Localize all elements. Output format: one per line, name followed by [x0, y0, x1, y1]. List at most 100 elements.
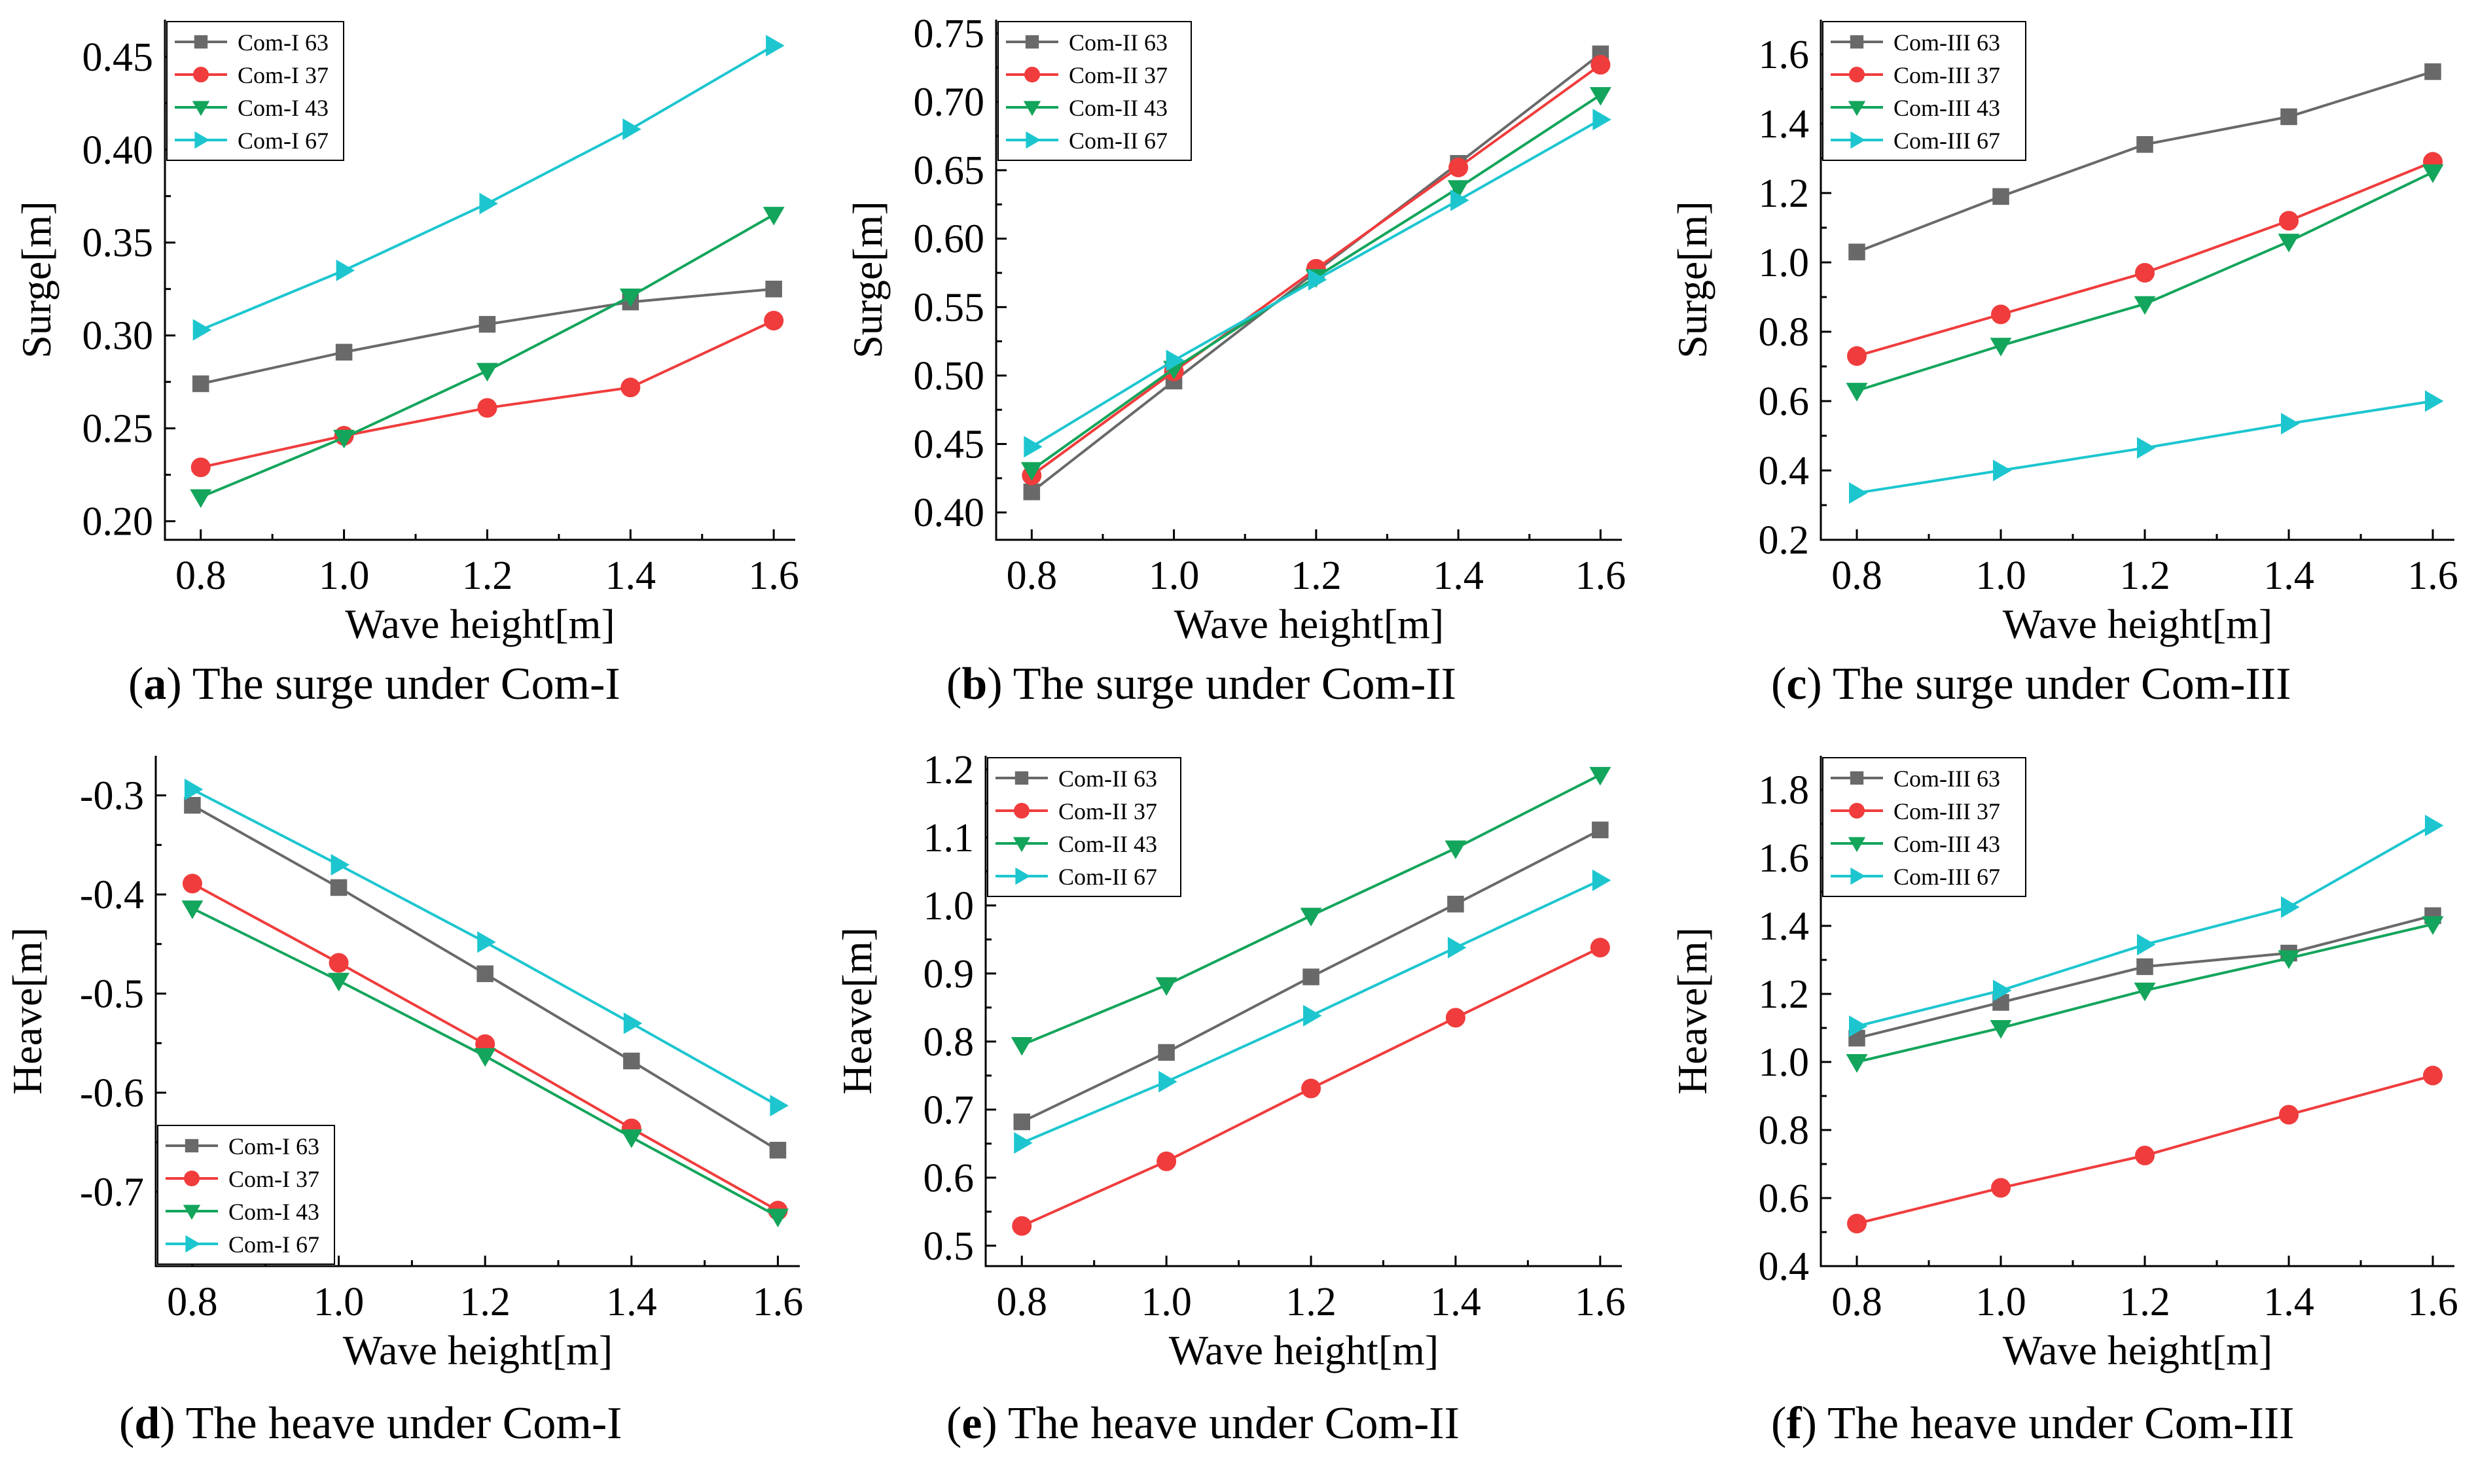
data-point-37: [1448, 157, 1469, 177]
y-tick-label: 1.6: [1759, 836, 1810, 881]
data-point-43: [2278, 950, 2300, 969]
legend-marker-63: [1025, 35, 1039, 49]
data-point-63: [1848, 243, 1865, 260]
legend-label: Com-I 67: [238, 128, 329, 154]
caption-paren: (: [119, 1398, 134, 1449]
axis-frame: [164, 20, 795, 541]
x-tick-label: 1.4: [1430, 1280, 1481, 1324]
data-point-63: [1992, 188, 2009, 205]
caption-paren: (: [946, 1398, 961, 1449]
legend-marker-67: [1015, 867, 1031, 885]
y-tick-label: 1.1: [924, 816, 975, 860]
y-tick-label: 0.25: [82, 407, 154, 451]
legend-label: Com-II 37: [1058, 798, 1157, 824]
legend: Com-III 63 Com-III 37 Com-III 43 Com-III 67: [1822, 21, 2026, 161]
data-point-37: [1991, 1178, 2011, 1198]
data-point-67: [2137, 934, 2156, 956]
series-line-37: [200, 319, 775, 469]
y-tick-label: 0.6: [1759, 380, 1810, 424]
panel-caption: (e) The heave under Com-II: [946, 1398, 1460, 1449]
x-tick-label: 1.0: [319, 554, 370, 598]
y-tick-label: 1.4: [1759, 102, 1810, 147]
data-point-43: [619, 289, 641, 308]
legend-label: Com-II 43: [1058, 831, 1157, 857]
data-point-67: [1592, 109, 1611, 131]
data-point-43: [2278, 234, 2300, 253]
data-point-37: [1012, 1216, 1032, 1236]
legend-label: Com-III 37: [1893, 798, 2000, 824]
data-point-67: [1849, 1015, 1868, 1037]
panel-caption: (f) The heave under Com-III: [1771, 1398, 2294, 1449]
data-point-67: [192, 319, 212, 341]
y-tick-label: 0.5: [924, 1224, 975, 1269]
x-tick-label: 1.2: [1285, 1280, 1337, 1324]
y-tick-label: 1.4: [1759, 904, 1810, 949]
caption-paren: (: [1771, 659, 1786, 709]
data-point-43: [1020, 462, 1043, 481]
data-point-63: [2136, 136, 2153, 153]
legend-marker-43: [1023, 101, 1041, 116]
data-point-63: [476, 965, 493, 982]
legend-label: Com-III 43: [1893, 831, 2000, 857]
caption-paren: (: [1771, 1398, 1786, 1449]
legend-label: Com-I 43: [238, 95, 329, 121]
data-point-67: [1993, 980, 2012, 1002]
data-point-67: [1303, 1004, 1322, 1027]
y-tick-label: 0.75: [914, 12, 985, 56]
x-tick-label: 0.8: [1831, 1280, 1882, 1324]
legend-label: Com-III 37: [1893, 62, 2000, 88]
y-tick-label: 0.8: [1759, 1108, 1810, 1153]
y-tick-label: 0.40: [914, 491, 985, 535]
y-tick-label: -0.4: [80, 873, 144, 917]
y-tick-label: -0.7: [80, 1170, 144, 1214]
caption-text: The surge under Com-II: [1003, 659, 1456, 709]
legend: Com-I 63 Com-I 37 Com-I 43 Com-I 67: [157, 1125, 335, 1265]
y-tick-label: 0.6: [924, 1156, 975, 1201]
caption-text: The heave under Com-III: [1817, 1398, 2295, 1449]
legend-label: Com-III 43: [1893, 95, 2000, 121]
caption-paren: ): [982, 1398, 997, 1449]
data-point-67: [1308, 269, 1327, 291]
x-axis-title: Wave height[m]: [1169, 1327, 1439, 1373]
legend-marker-63: [194, 35, 208, 49]
legend: Com-III 63 Com-III 37 Com-III 43 Com-III 67: [1822, 757, 2026, 897]
x-tick-label: 1.2: [1291, 554, 1342, 598]
y-tick-label: 0.7: [924, 1088, 975, 1133]
legend-label: Com-I 63: [228, 1133, 319, 1159]
data-point-43: [1589, 87, 1611, 106]
data-point-67: [477, 931, 496, 953]
legend-label: Com-II 67: [1058, 864, 1157, 890]
data-point-63: [1013, 1113, 1030, 1131]
legend-marker-67: [185, 1235, 201, 1253]
chart-panel-b: 0.8 1.0 1.2 1.4 1.6 0.40 0.45 0.50 0.55 0.60 0.65 0…: [844, 12, 1626, 709]
chart-panel-a: 0.8 1.0 1.2 1.4 1.6 0.20 0.25 0.30 0.35 0.40 0.45 W…: [13, 20, 799, 709]
chart-panel-c: 0.8 1.0 1.2 1.4 1.6 0.2 0.4 0.6 0.8 1.0 1.2 1.4 1.6 W…: [1669, 20, 2458, 709]
y-tick-label: 0.70: [914, 80, 985, 125]
data-point-63: [2424, 63, 2441, 80]
x-axis-title: Wave height[m]: [343, 1327, 613, 1373]
data-point-43: [476, 362, 498, 382]
y-axis-title: Heave[m]: [1669, 927, 1715, 1095]
y-tick-label: 1.0: [924, 884, 975, 928]
data-point-43: [333, 429, 355, 449]
x-tick-label: 1.4: [2263, 554, 2314, 598]
legend-label: Com-II 63: [1069, 29, 1168, 56]
x-axis-title: Wave height[m]: [345, 601, 615, 647]
legend: Com-I 63 Com-I 37 Com-I 43 Com-I 67: [166, 21, 344, 161]
x-tick-label: 1.4: [2263, 1280, 2314, 1324]
axis-frame: [995, 20, 1622, 541]
data-point-37: [2279, 1104, 2299, 1125]
data-point-63: [184, 796, 201, 814]
data-point-67: [1447, 936, 1467, 959]
data-point-43: [1589, 767, 1611, 786]
data-point-43: [1447, 180, 1469, 199]
chart-panel-d: 0.8 1.0 1.2 1.4 1.6 -0.7 -0.6 -0.5 -0.4 -0.3 Wave …: [4, 756, 803, 1449]
y-tick-label: 1.2: [1759, 972, 1810, 1017]
caption-letter: d: [134, 1398, 160, 1449]
data-point-67: [184, 778, 204, 800]
data-point-37: [1445, 1008, 1465, 1028]
x-tick-label: 0.8: [1007, 554, 1058, 598]
data-point-67: [1158, 1070, 1177, 1093]
data-point-43: [190, 489, 212, 508]
data-point-37: [1847, 346, 1867, 366]
